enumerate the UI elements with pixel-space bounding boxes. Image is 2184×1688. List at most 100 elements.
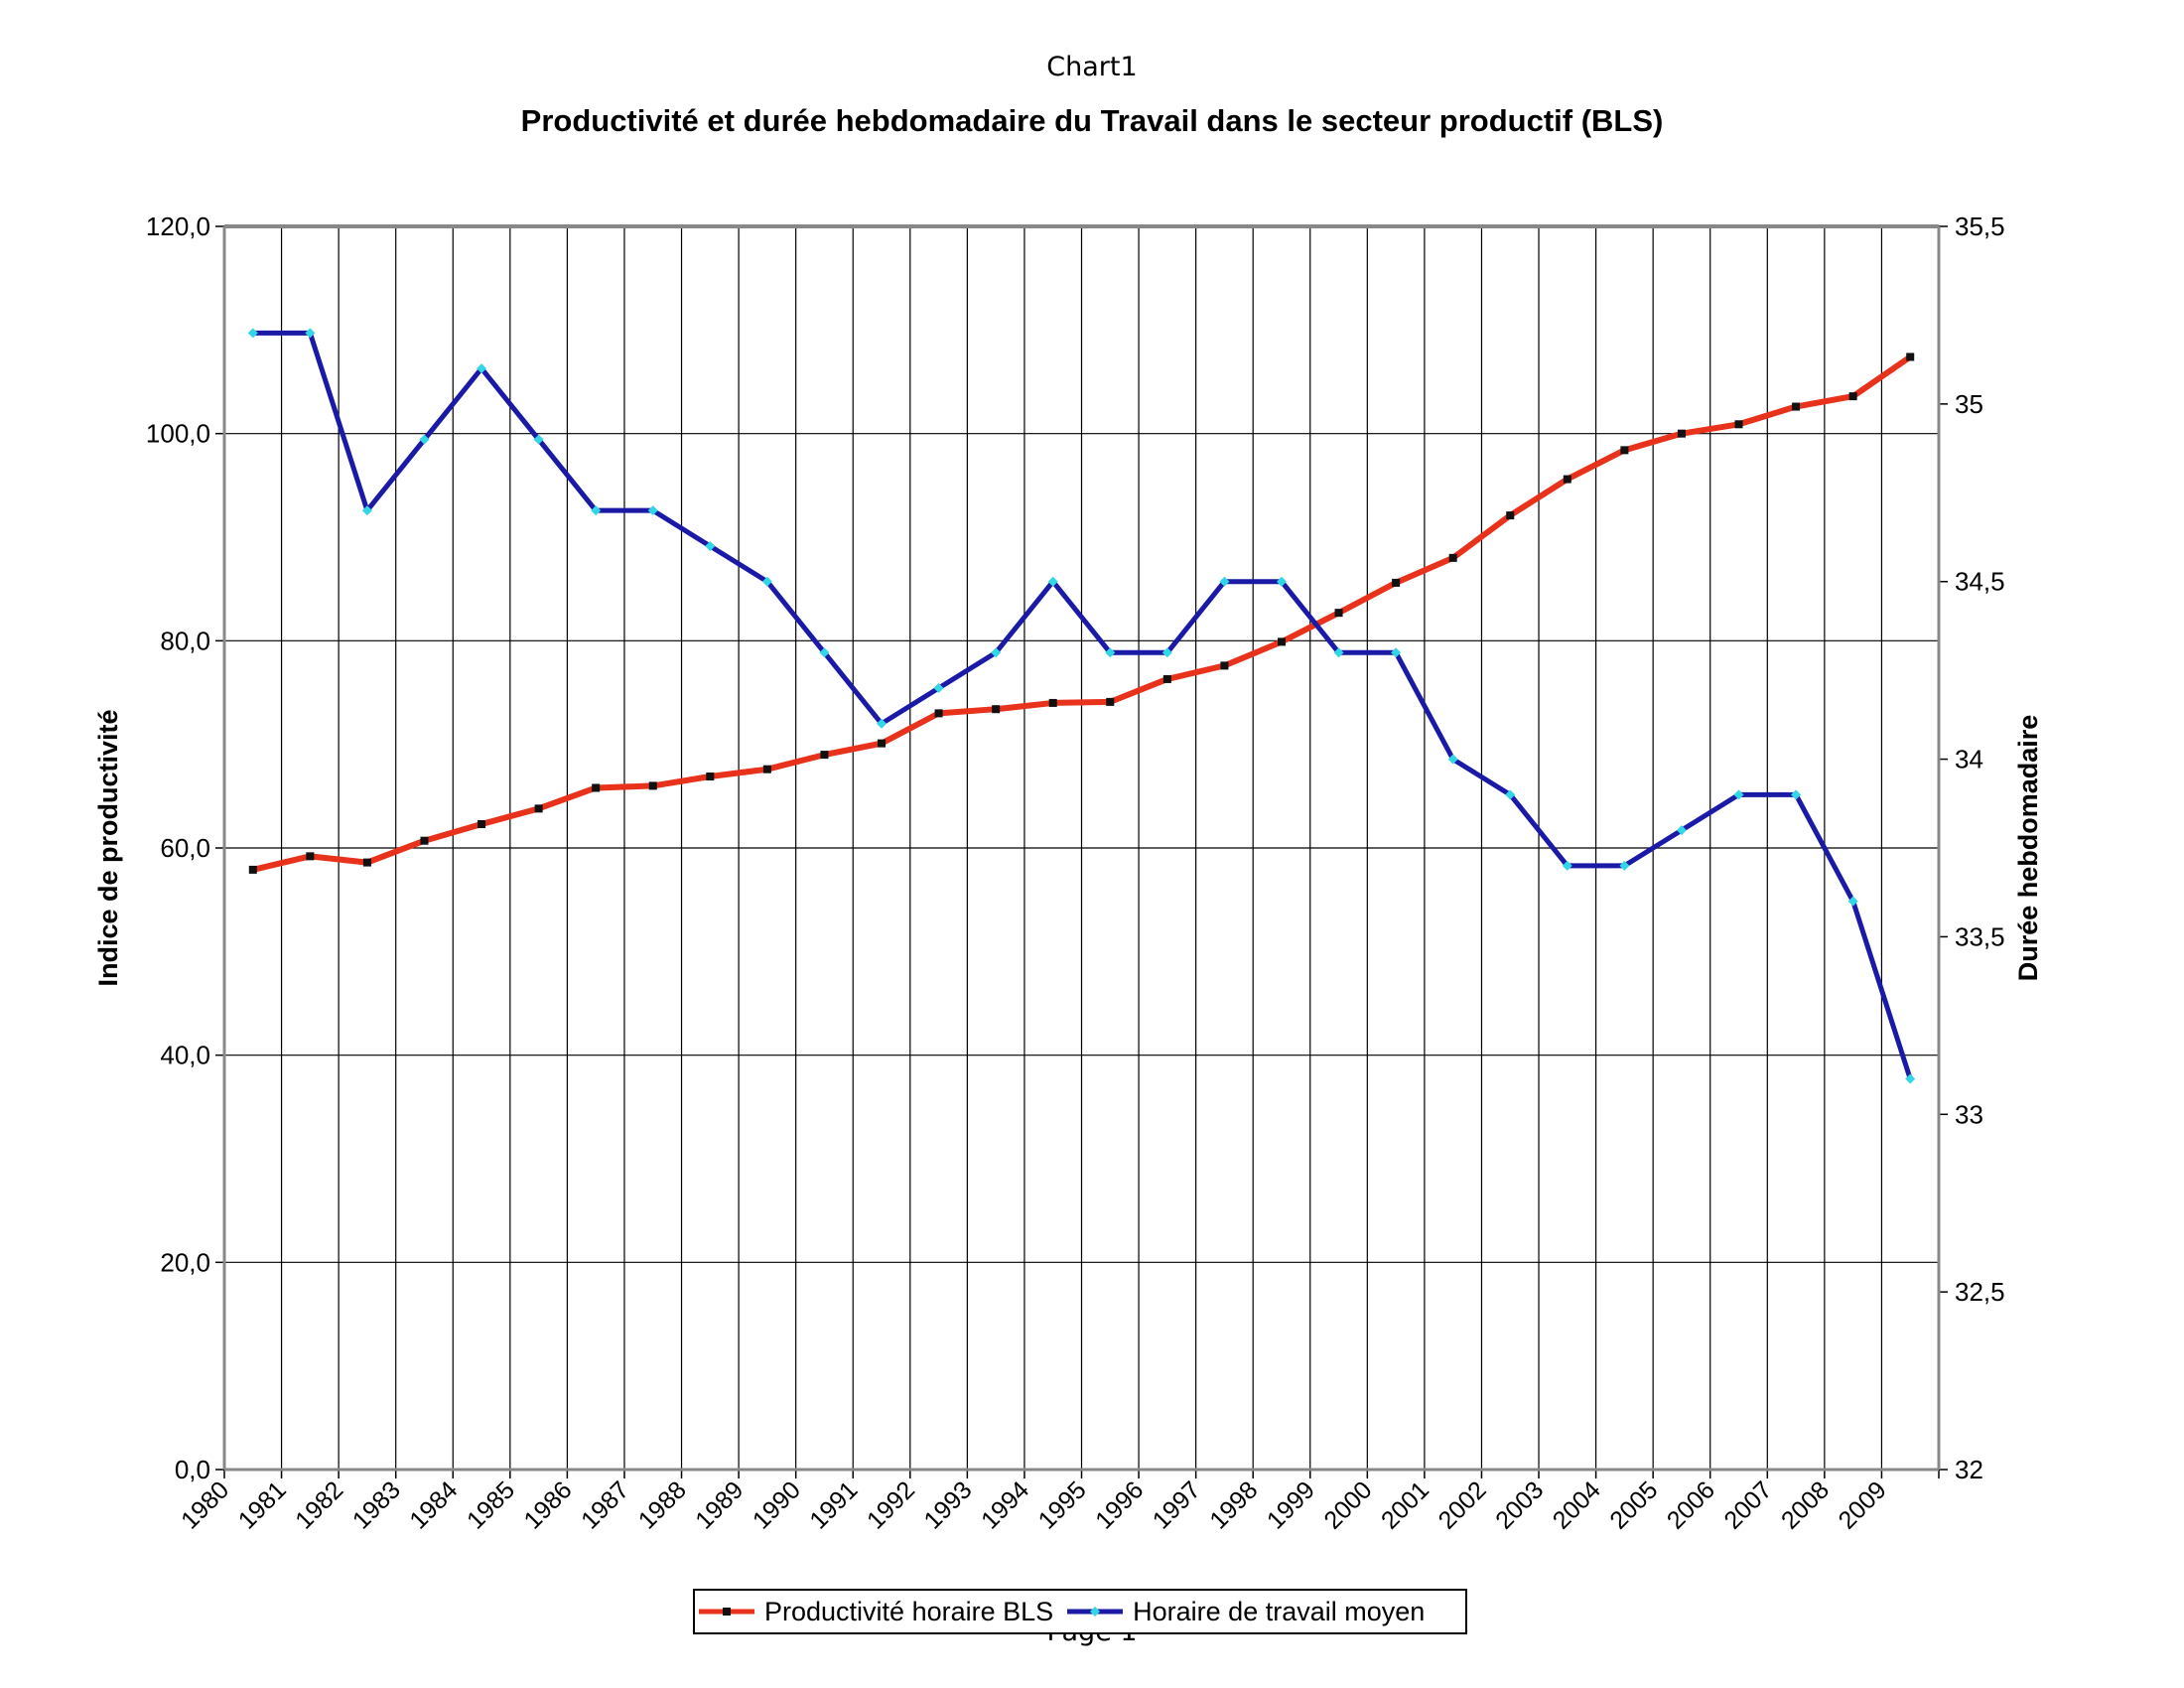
y-tick-label: 0,0	[175, 1455, 210, 1484]
x-tick-label: 2000	[1318, 1476, 1377, 1534]
data-point-weekly-hours	[1562, 860, 1572, 871]
data-point-weekly-hours	[877, 718, 887, 729]
data-point-weekly-hours	[1333, 647, 1344, 658]
x-tick-label: 2005	[1604, 1476, 1663, 1534]
data-point-productivity	[1334, 609, 1343, 618]
x-tick-label: 1984	[404, 1476, 463, 1534]
x-tick-label: 1980	[176, 1476, 234, 1534]
x-tick-label: 2007	[1718, 1476, 1777, 1534]
y2-tick-label: 33	[1955, 1099, 1983, 1129]
y-tick-label: 20,0	[160, 1247, 210, 1277]
data-point-productivity	[878, 739, 887, 748]
x-tick-label: 1986	[519, 1476, 578, 1534]
y-tick-label: 40,0	[160, 1041, 210, 1070]
x-tick-label: 1987	[576, 1476, 634, 1534]
y2-tick-label: 32	[1955, 1455, 1983, 1484]
data-point-productivity	[1677, 429, 1686, 438]
data-point-productivity	[420, 836, 429, 845]
data-point-productivity	[706, 773, 715, 781]
data-point-productivity	[1792, 402, 1801, 411]
data-point-weekly-hours	[761, 576, 772, 587]
data-point-productivity	[478, 820, 486, 829]
chart-title: Productivité et durée hebdomadaire du Tr…	[520, 103, 1664, 138]
x-tick-label: 2009	[1834, 1476, 1892, 1534]
data-point-productivity	[1906, 352, 1915, 361]
series-line-weekly-hours	[252, 330, 1913, 1080]
data-point-weekly-hours	[1847, 896, 1858, 907]
legend-label-weekly-hours: Horaire de travail moyen	[1133, 1596, 1426, 1626]
legend-entry-productivity: Productivité horaire BLS	[695, 1597, 1053, 1627]
x-tick-label: 1994	[976, 1476, 1034, 1534]
x-tick-label: 2006	[1662, 1476, 1720, 1534]
data-point-productivity	[992, 705, 1001, 714]
x-tick-label: 1997	[1148, 1476, 1206, 1534]
data-point-weekly-hours	[1105, 647, 1116, 658]
y-axis-title: Indice de productivité	[93, 709, 123, 986]
data-point-weekly-hours	[591, 505, 602, 516]
data-point-weekly-hours	[247, 328, 258, 339]
data-point-productivity	[248, 865, 257, 874]
x-tick-label: 1989	[690, 1476, 749, 1534]
data-point-productivity	[648, 781, 657, 790]
data-point-productivity	[362, 858, 371, 867]
x-tick-label: 2004	[1548, 1476, 1606, 1534]
x-tick-label: 1985	[462, 1476, 520, 1534]
data-point-weekly-hours	[819, 647, 830, 658]
x-tick-label: 1983	[347, 1476, 406, 1534]
y-tick-label: 80,0	[160, 626, 210, 655]
data-point-weekly-hours	[419, 434, 430, 445]
x-tick-label: 1999	[1262, 1476, 1320, 1534]
y2-tick-label: 35	[1955, 389, 1983, 419]
legend-swatch-productivity	[699, 1608, 754, 1616]
x-tick-label: 1993	[918, 1476, 977, 1534]
y-tick-label: 60,0	[160, 833, 210, 863]
data-point-weekly-hours	[1391, 647, 1402, 658]
data-point-weekly-hours	[361, 505, 372, 516]
data-point-weekly-hours	[991, 647, 1002, 658]
data-point-productivity	[592, 783, 601, 792]
x-tick-label: 1988	[633, 1476, 692, 1534]
y2-tick-label: 35,5	[1955, 211, 2005, 241]
data-point-productivity	[1392, 578, 1401, 587]
data-point-productivity	[762, 765, 771, 774]
data-point-weekly-hours	[1447, 754, 1458, 765]
data-point-weekly-hours	[1047, 576, 1058, 587]
data-point-productivity	[534, 804, 543, 813]
data-point-weekly-hours	[477, 363, 487, 374]
x-tick-label: 1998	[1204, 1476, 1263, 1534]
y-tick-label: 100,0	[146, 419, 210, 449]
y2-tick-label: 32,5	[1955, 1277, 2005, 1307]
data-point-weekly-hours	[1905, 1073, 1916, 1084]
data-point-productivity	[1220, 661, 1229, 670]
legend-swatch-weekly-hours	[1067, 1607, 1124, 1617]
data-point-productivity	[820, 751, 829, 760]
data-point-weekly-hours	[1733, 789, 1744, 800]
x-tick-label: 1992	[862, 1476, 920, 1534]
x-tick-label: 1982	[290, 1476, 348, 1534]
data-point-weekly-hours	[305, 328, 316, 339]
x-tick-label: 2002	[1433, 1476, 1492, 1534]
data-point-productivity	[1106, 697, 1115, 706]
data-point-productivity	[306, 852, 315, 861]
data-point-productivity	[1620, 446, 1629, 455]
chart-legend: Productivité horaire BLS Horaire de trav…	[693, 1589, 1467, 1634]
x-tick-label: 2008	[1776, 1476, 1835, 1534]
data-point-weekly-hours	[1161, 647, 1172, 658]
data-point-productivity	[1734, 420, 1743, 429]
data-point-weekly-hours	[1619, 860, 1630, 871]
page-header: Chart1	[1046, 52, 1138, 82]
y2-tick-label: 33,5	[1955, 921, 2005, 951]
data-point-weekly-hours	[933, 683, 944, 694]
legend-entry-weekly-hours: Horaire de travail moyen	[1063, 1597, 1425, 1627]
data-point-productivity	[1848, 392, 1857, 401]
data-point-productivity	[934, 709, 943, 718]
y2-tick-label: 34,5	[1955, 567, 2005, 597]
y2-tick-label: 34	[1955, 745, 1983, 774]
data-point-weekly-hours	[1676, 825, 1687, 836]
data-point-weekly-hours	[533, 434, 544, 445]
data-point-productivity	[1448, 553, 1457, 562]
x-tick-label: 2003	[1490, 1476, 1549, 1534]
x-tick-label: 1996	[1090, 1476, 1149, 1534]
y-tick-label: 120,0	[146, 211, 210, 241]
